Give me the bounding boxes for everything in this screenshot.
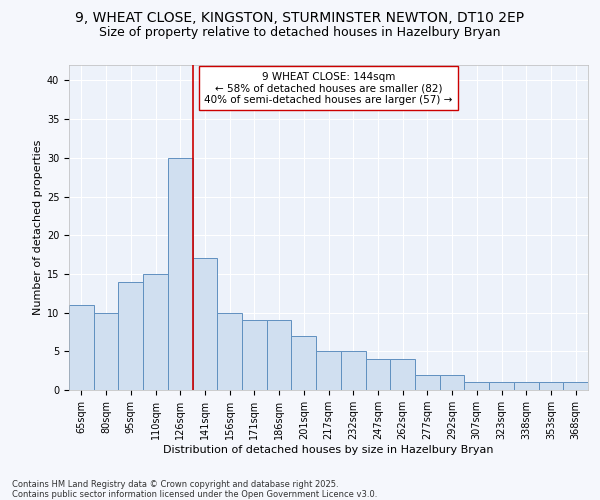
- Text: 9, WHEAT CLOSE, KINGSTON, STURMINSTER NEWTON, DT10 2EP: 9, WHEAT CLOSE, KINGSTON, STURMINSTER NE…: [76, 11, 524, 25]
- Bar: [341, 352, 365, 390]
- Bar: [365, 359, 390, 390]
- Bar: [242, 320, 267, 390]
- Bar: [193, 258, 217, 390]
- Bar: [69, 305, 94, 390]
- Bar: [143, 274, 168, 390]
- Text: Size of property relative to detached houses in Hazelbury Bryan: Size of property relative to detached ho…: [99, 26, 501, 39]
- Bar: [292, 336, 316, 390]
- Bar: [118, 282, 143, 390]
- Bar: [563, 382, 588, 390]
- X-axis label: Distribution of detached houses by size in Hazelbury Bryan: Distribution of detached houses by size …: [163, 445, 494, 455]
- Text: Contains HM Land Registry data © Crown copyright and database right 2025.
Contai: Contains HM Land Registry data © Crown c…: [12, 480, 377, 499]
- Text: 9 WHEAT CLOSE: 144sqm
← 58% of detached houses are smaller (82)
40% of semi-deta: 9 WHEAT CLOSE: 144sqm ← 58% of detached …: [205, 72, 452, 104]
- Bar: [539, 382, 563, 390]
- Bar: [489, 382, 514, 390]
- Bar: [440, 374, 464, 390]
- Bar: [514, 382, 539, 390]
- Bar: [267, 320, 292, 390]
- Bar: [316, 352, 341, 390]
- Bar: [217, 312, 242, 390]
- Bar: [464, 382, 489, 390]
- Bar: [94, 312, 118, 390]
- Bar: [390, 359, 415, 390]
- Y-axis label: Number of detached properties: Number of detached properties: [32, 140, 43, 315]
- Bar: [415, 374, 440, 390]
- Bar: [168, 158, 193, 390]
